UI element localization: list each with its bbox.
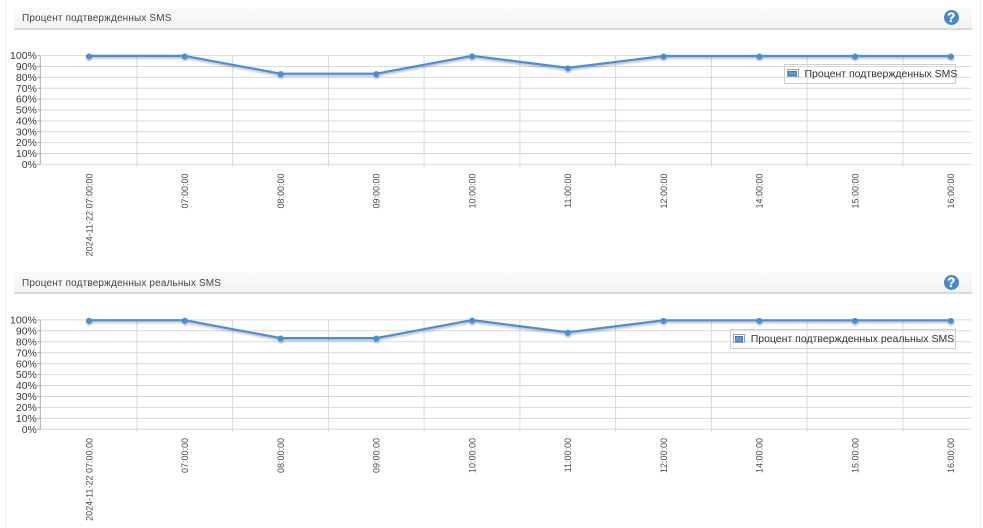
svg-text:40%: 40% bbox=[16, 380, 37, 392]
svg-text:12:00:00: 12:00:00 bbox=[659, 174, 669, 209]
svg-text:20%: 20% bbox=[16, 402, 37, 414]
svg-text:08:00:00: 08:00:00 bbox=[276, 174, 286, 209]
svg-text:12:00:00: 12:00:00 bbox=[659, 438, 669, 473]
svg-text:10:00:00: 10:00:00 bbox=[467, 174, 477, 209]
svg-text:90%: 90% bbox=[16, 61, 37, 73]
svg-text:10:00:00: 10:00:00 bbox=[467, 438, 477, 473]
svg-text:09:00:00: 09:00:00 bbox=[372, 174, 382, 209]
svg-text:90%: 90% bbox=[16, 325, 37, 337]
svg-text:16:00:00: 16:00:00 bbox=[946, 174, 956, 209]
svg-text:14:00:00: 14:00:00 bbox=[755, 174, 765, 209]
svg-text:60%: 60% bbox=[16, 94, 37, 106]
svg-text:20%: 20% bbox=[16, 137, 37, 149]
svg-text:2024-11-22 07:00:00: 2024-11-22 07:00:00 bbox=[85, 438, 95, 521]
svg-text:40%: 40% bbox=[16, 116, 37, 128]
svg-text:80%: 80% bbox=[16, 72, 37, 84]
svg-text:50%: 50% bbox=[16, 369, 37, 381]
svg-text:14:00:00: 14:00:00 bbox=[755, 438, 765, 473]
svg-text:60%: 60% bbox=[16, 358, 37, 370]
svg-text:50%: 50% bbox=[16, 105, 37, 117]
svg-text:11:00:00: 11:00:00 bbox=[563, 174, 573, 208]
svg-text:0%: 0% bbox=[22, 424, 37, 436]
svg-text:2024-11-22 07:00:00: 2024-11-22 07:00:00 bbox=[85, 174, 95, 257]
svg-text:70%: 70% bbox=[16, 347, 37, 359]
svg-text:10%: 10% bbox=[16, 148, 37, 160]
svg-text:10%: 10% bbox=[16, 413, 37, 425]
svg-text:100%: 100% bbox=[10, 315, 37, 327]
svg-text:11:00:00: 11:00:00 bbox=[563, 438, 573, 472]
svg-text:07:00:00: 07:00:00 bbox=[180, 174, 190, 209]
svg-text:09:00:00: 09:00:00 bbox=[372, 438, 382, 473]
svg-text:80%: 80% bbox=[16, 336, 37, 348]
svg-text:100%: 100% bbox=[10, 50, 37, 62]
svg-text:07:00:00: 07:00:00 bbox=[180, 438, 190, 473]
svg-text:16:00:00: 16:00:00 bbox=[946, 438, 956, 473]
svg-text:0%: 0% bbox=[22, 159, 37, 171]
svg-text:15:00:00: 15:00:00 bbox=[850, 174, 860, 209]
svg-text:30%: 30% bbox=[16, 126, 37, 138]
svg-text:15:00:00: 15:00:00 bbox=[850, 438, 860, 473]
svg-text:30%: 30% bbox=[16, 391, 37, 403]
svg-text:70%: 70% bbox=[16, 83, 37, 95]
svg-text:08:00:00: 08:00:00 bbox=[276, 438, 286, 473]
